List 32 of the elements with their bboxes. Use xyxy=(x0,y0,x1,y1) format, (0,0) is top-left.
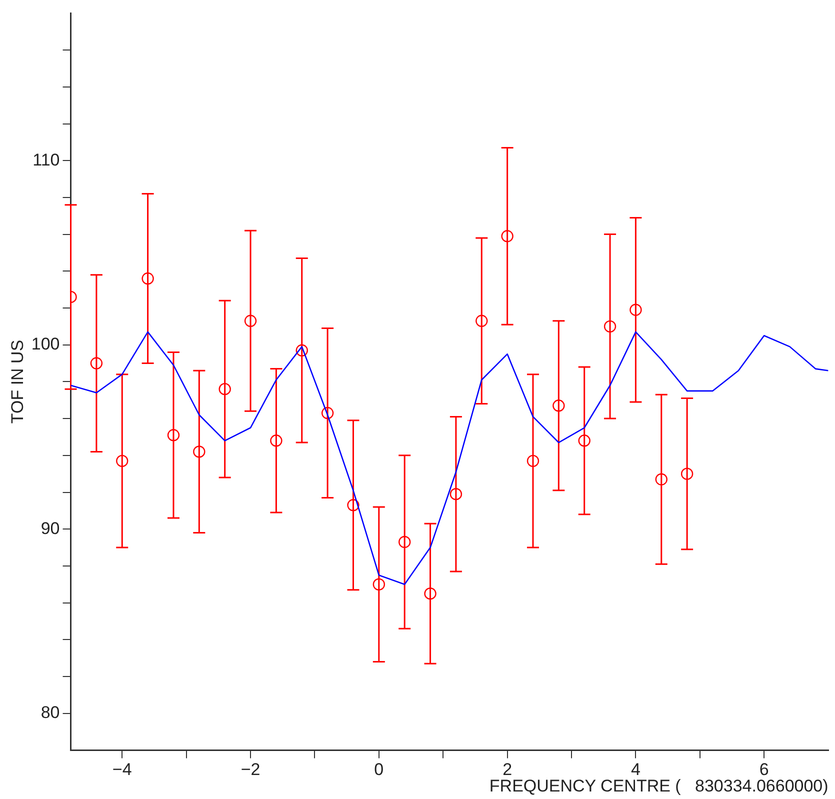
point xyxy=(270,434,282,447)
y-tick-label: 90 xyxy=(40,518,60,538)
point xyxy=(680,468,694,480)
point xyxy=(655,473,668,486)
point xyxy=(476,314,488,327)
point xyxy=(347,499,360,512)
point xyxy=(321,406,334,420)
point xyxy=(142,272,154,285)
point xyxy=(424,587,436,600)
point xyxy=(90,357,103,370)
x-tick-label: −4 xyxy=(112,760,132,780)
point xyxy=(193,446,206,458)
y-tick-label: 110 xyxy=(32,150,60,170)
y-axis-title: TOF IN US xyxy=(8,340,27,424)
point xyxy=(244,314,257,327)
point xyxy=(398,536,411,548)
point xyxy=(296,344,308,356)
point xyxy=(450,488,462,500)
point xyxy=(167,429,180,442)
point xyxy=(604,320,616,333)
x-tick-label: −2 xyxy=(240,760,260,780)
point xyxy=(501,230,514,242)
point xyxy=(218,382,231,396)
point xyxy=(578,434,590,447)
point xyxy=(552,400,565,412)
y-tick-label: 80 xyxy=(40,703,60,722)
point xyxy=(630,304,642,316)
point xyxy=(526,454,540,468)
point xyxy=(116,454,128,468)
point xyxy=(372,578,386,590)
x-tick-label: 0 xyxy=(374,760,384,780)
y-tick-label: 100 xyxy=(31,334,60,354)
